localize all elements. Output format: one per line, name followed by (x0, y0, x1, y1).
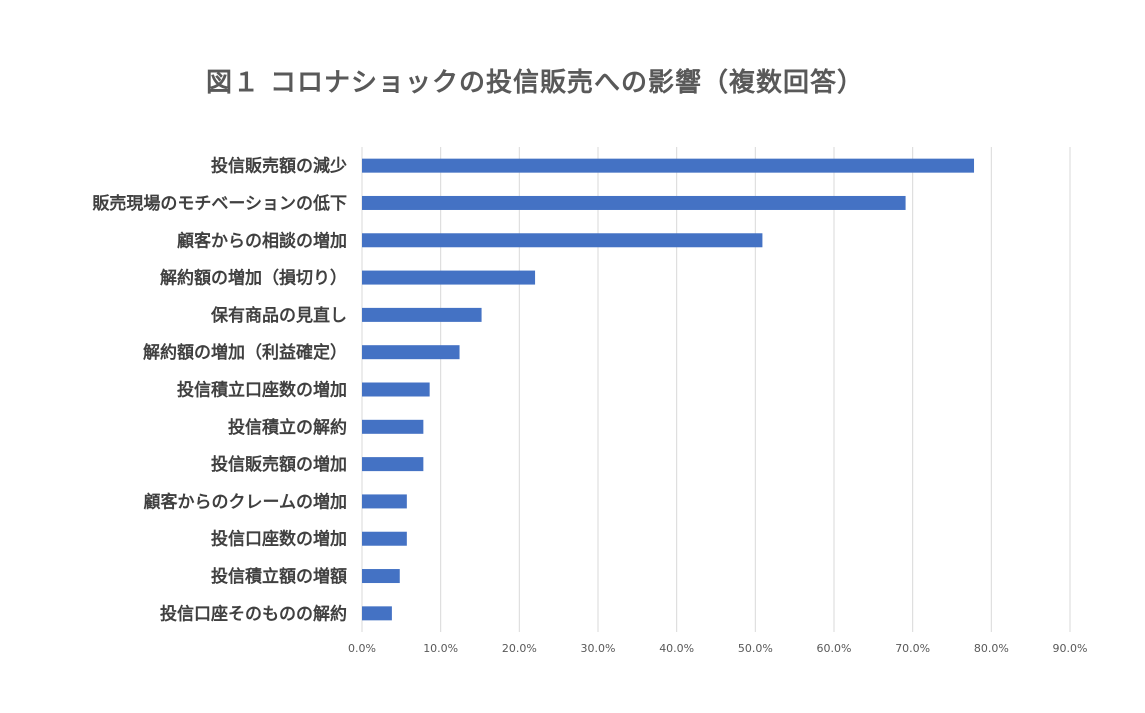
category-label: 解約額の増加（利益確定） (143, 342, 347, 363)
bar (362, 158, 975, 173)
category-label: 投信積立額の増額 (211, 566, 347, 587)
category-label: 投信口座数の増加 (211, 529, 347, 550)
bar (362, 606, 392, 621)
category-label: 投信販売額の減少 (211, 156, 347, 177)
bar (362, 419, 424, 434)
bar (362, 345, 460, 360)
x-tick-label: 20.0% (502, 642, 537, 655)
x-tick-label: 70.0% (895, 642, 930, 655)
x-tick-label: 80.0% (974, 642, 1009, 655)
category-label: 解約額の増加（損切り） (160, 268, 347, 289)
bar (362, 494, 407, 509)
x-tick-label: 30.0% (581, 642, 616, 655)
x-tick-label: 60.0% (817, 642, 852, 655)
category-label: 投信販売額の増加 (211, 454, 347, 475)
x-tick-label: 0.0% (348, 642, 376, 655)
chart-title: 図１ コロナショックの投信販売への影響（複数回答） (205, 68, 865, 98)
category-label: 顧客からのクレームの増加 (144, 491, 348, 512)
bar (362, 233, 763, 248)
bar (362, 531, 407, 546)
bar (362, 457, 424, 472)
bar (362, 382, 430, 397)
bar (362, 569, 400, 584)
bar (362, 307, 482, 322)
bar (362, 195, 906, 210)
category-label: 投信積立の解約 (228, 417, 347, 438)
category-label: 投信口座そのものの解約 (160, 603, 347, 624)
x-tick-label: 10.0% (423, 642, 458, 655)
x-tick-label: 90.0% (1053, 642, 1088, 655)
x-tick-label: 40.0% (659, 642, 694, 655)
bar (362, 270, 536, 285)
x-tick-label: 50.0% (738, 642, 773, 655)
category-label: 保有商品の見直し (210, 305, 347, 326)
category-label: 販売現場のモチベーションの低下 (92, 193, 347, 214)
category-label: 顧客からの相談の増加 (177, 230, 347, 251)
category-label: 投信積立口座数の増加 (177, 380, 347, 401)
